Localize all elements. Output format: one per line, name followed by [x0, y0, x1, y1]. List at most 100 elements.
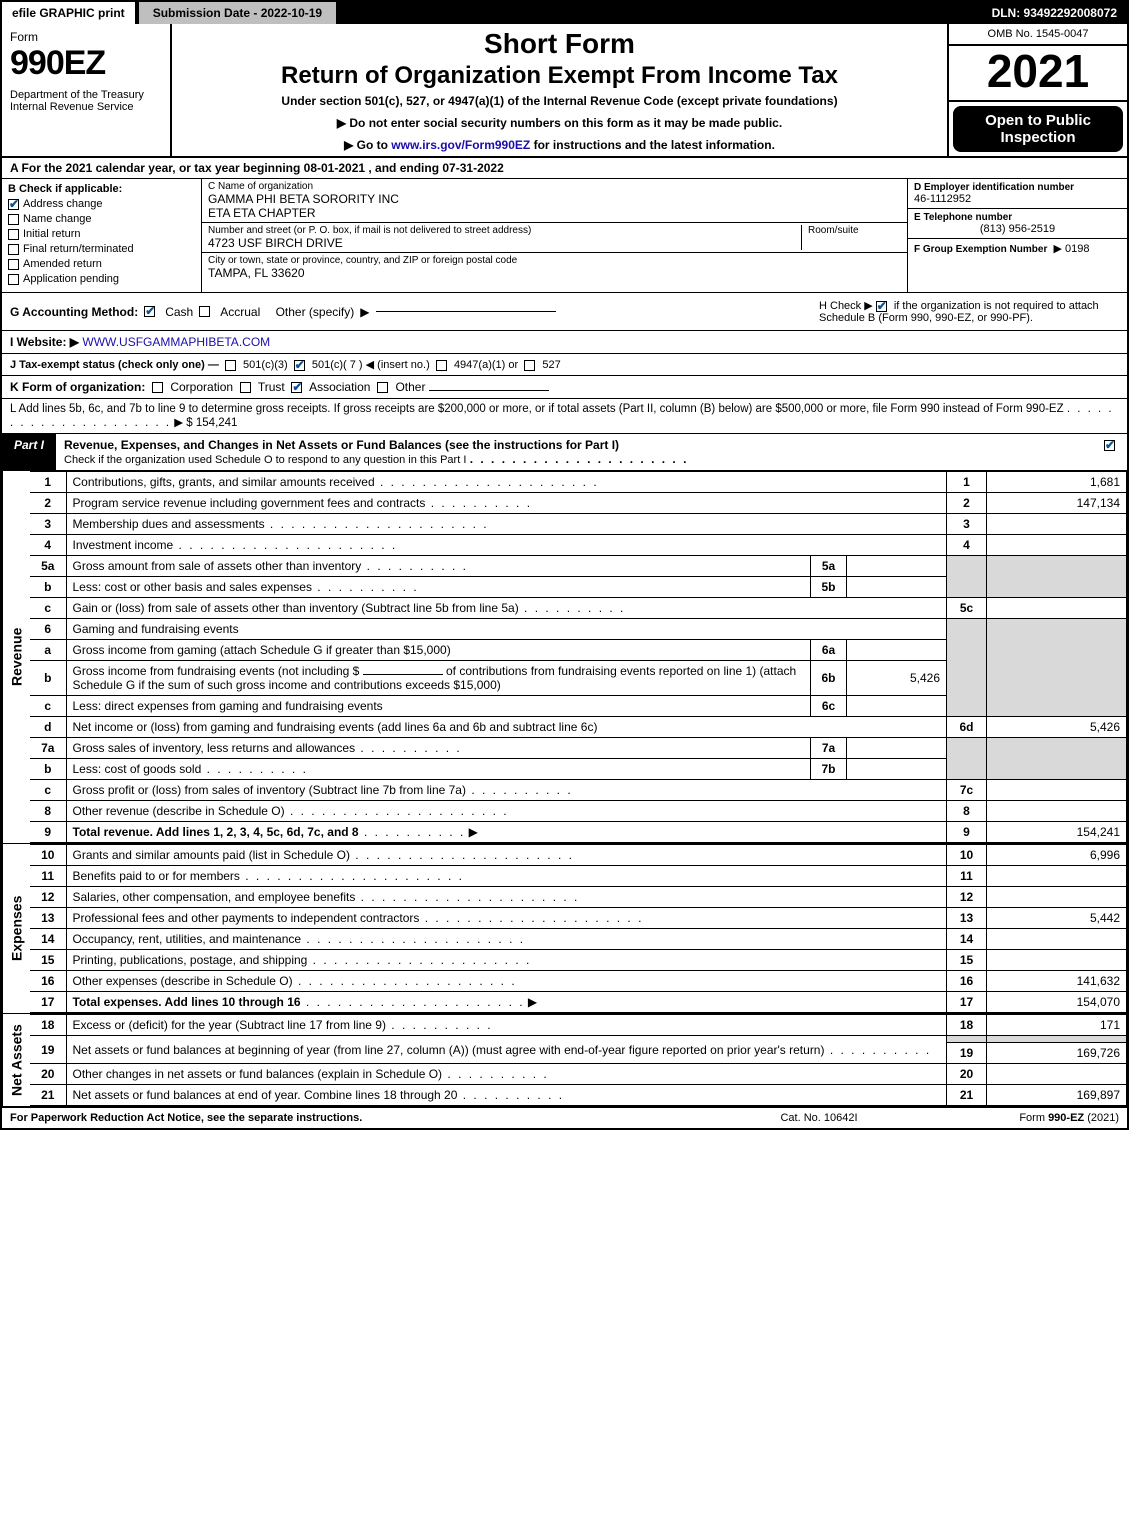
dots-icon — [386, 1018, 493, 1032]
chk-cash[interactable] — [144, 306, 155, 317]
line-no: 19 — [30, 1036, 66, 1064]
table-row: 8 Other revenue (describe in Schedule O)… — [30, 801, 1127, 822]
irs-link[interactable]: www.irs.gov/Form990EZ — [391, 138, 530, 152]
col-val: 154,070 — [987, 992, 1127, 1013]
checkbox-icon[interactable] — [8, 229, 19, 240]
chk-amended-return[interactable]: Amended return — [8, 258, 195, 270]
top-bar: efile GRAPHIC print Submission Date - 20… — [2, 2, 1127, 24]
no-ssn-warning: ▶ Do not enter social security numbers o… — [178, 116, 941, 130]
line-no: 17 — [30, 992, 66, 1013]
dots-icon — [519, 601, 626, 615]
open-to-public-badge: Open to Public Inspection — [953, 106, 1123, 152]
6b-blank-field[interactable] — [363, 674, 443, 675]
chk-corp[interactable] — [152, 382, 163, 393]
sub-val — [847, 696, 947, 717]
chk-initial-return[interactable]: Initial return — [8, 228, 195, 240]
col-val: 5,442 — [987, 908, 1127, 929]
line-desc: Membership dues and assessments — [66, 514, 947, 535]
col-val: 147,134 — [987, 493, 1127, 514]
footer-left: For Paperwork Reduction Act Notice, see … — [10, 1112, 719, 1124]
col-val — [987, 535, 1127, 556]
g-other-field[interactable] — [376, 311, 556, 312]
g-other: Other (specify) — [276, 305, 355, 319]
checkbox-icon[interactable] — [8, 274, 19, 285]
chk-accrual[interactable] — [199, 306, 210, 317]
table-row: 14 Occupancy, rent, utilities, and maint… — [30, 929, 1127, 950]
chk-527[interactable] — [524, 360, 535, 371]
chk-name-change[interactable]: Name change — [8, 213, 195, 225]
table-row: 13 Professional fees and other payments … — [30, 908, 1127, 929]
chk-assoc[interactable] — [291, 382, 302, 393]
chk-address-change[interactable]: Address change — [8, 198, 195, 210]
table-row: 3 Membership dues and assessments 3 — [30, 514, 1127, 535]
col-no: 6d — [947, 717, 987, 738]
form-header: Form 990EZ Department of the Treasury In… — [2, 24, 1127, 158]
group-exemption-label: F Group Exemption Number — [914, 244, 1047, 255]
org-name-1: GAMMA PHI BETA SORORITY INC — [208, 192, 901, 206]
checkbox-icon[interactable] — [1104, 440, 1115, 451]
section-b: B Check if applicable: Address change Na… — [2, 179, 202, 292]
dots-icon — [293, 974, 517, 988]
chk-label: Final return/terminated — [23, 243, 134, 255]
col-val — [987, 598, 1127, 619]
checkbox-icon[interactable] — [8, 199, 19, 210]
desc-text: Other revenue (describe in Schedule O) — [73, 804, 285, 818]
form-number: 990EZ — [10, 44, 162, 83]
line-desc: Gross amount from sale of assets other t… — [66, 556, 811, 577]
chk-label: Name change — [23, 213, 92, 225]
col-no: 11 — [947, 866, 987, 887]
dots-icon — [359, 825, 466, 839]
chk-501c[interactable] — [294, 360, 305, 371]
chk-application-pending[interactable]: Application pending — [8, 273, 195, 285]
desc-6b-1: Gross income from fundraising events (no… — [73, 664, 360, 678]
table-row: 9 Total revenue. Add lines 1, 2, 3, 4, 5… — [30, 822, 1127, 843]
efile-print-button[interactable]: efile GRAPHIC print — [2, 2, 137, 24]
checkbox-icon[interactable] — [8, 259, 19, 270]
col-val — [987, 866, 1127, 887]
addr-value: 4723 USF BIRCH DRIVE — [208, 236, 801, 250]
phone-label: E Telephone number — [914, 212, 1121, 223]
chk-final-return[interactable]: Final return/terminated — [8, 243, 195, 255]
dots-icon — [312, 580, 419, 594]
shaded-cell — [987, 1036, 1127, 1043]
sub-no: 6a — [811, 640, 847, 661]
col-val — [987, 887, 1127, 908]
desc-text: Occupancy, rent, utilities, and maintena… — [73, 932, 302, 946]
chk-501c3[interactable] — [225, 360, 236, 371]
line-desc: Benefits paid to or for members — [66, 866, 947, 887]
desc-text: Less: cost of goods sold — [73, 762, 202, 776]
desc-text: Net assets or fund balances at beginning… — [73, 1043, 825, 1057]
k-label: K Form of organization: — [10, 380, 145, 394]
col-val — [987, 780, 1127, 801]
website-link[interactable]: WWW.USFGAMMAPHIBETA.COM — [82, 335, 270, 349]
col-no: 3 — [947, 514, 987, 535]
org-name-row: C Name of organization GAMMA PHI BETA SO… — [202, 179, 907, 223]
chk-4947[interactable] — [436, 360, 447, 371]
table-row: 4 Investment income 4 — [30, 535, 1127, 556]
checkbox-icon[interactable] — [8, 214, 19, 225]
chk-other-org[interactable] — [377, 382, 388, 393]
spacer — [338, 2, 981, 24]
sub-val: 5,426 — [847, 661, 947, 696]
chk-trust[interactable] — [240, 382, 251, 393]
dots-icon — [355, 890, 579, 904]
org-name-2: ETA ETA CHAPTER — [208, 206, 901, 220]
col-no: 10 — [947, 845, 987, 866]
dots-icon — [375, 475, 599, 489]
g-label: G Accounting Method: — [10, 305, 138, 319]
dots-icon — [265, 517, 489, 531]
chk-schedule-b[interactable] — [876, 301, 887, 312]
line-no: c — [30, 598, 66, 619]
line-no: 6 — [30, 619, 66, 640]
k-other-field[interactable] — [429, 390, 549, 391]
dots-icon — [240, 869, 464, 883]
col-no: 14 — [947, 929, 987, 950]
table-row: 19 Net assets or fund balances at beginn… — [30, 1036, 1127, 1043]
expenses-lines: 10 Grants and similar amounts paid (list… — [30, 844, 1127, 1013]
form-990ez-page: efile GRAPHIC print Submission Date - 20… — [0, 0, 1129, 1130]
g-cash: Cash — [165, 305, 193, 319]
checkbox-icon[interactable] — [8, 244, 19, 255]
line-desc: Gross income from gaming (attach Schedul… — [66, 640, 811, 661]
chk-label: Amended return — [23, 258, 102, 270]
line-desc: Gross profit or (loss) from sales of inv… — [66, 780, 947, 801]
